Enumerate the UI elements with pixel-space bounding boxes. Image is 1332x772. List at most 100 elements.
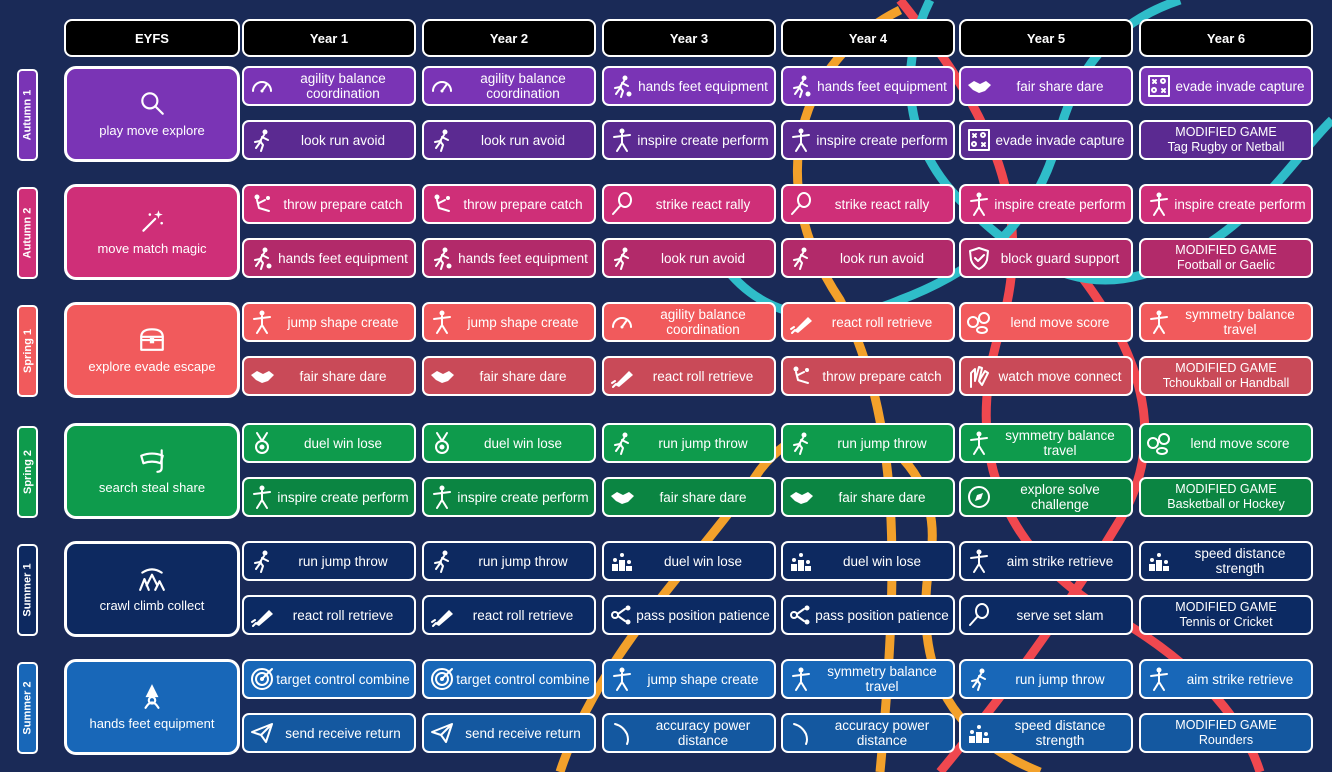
snorkel-mask-icon <box>138 446 166 474</box>
unit-card[interactable]: explore solve challenge <box>959 477 1133 517</box>
unit-card[interactable]: send receive return <box>242 713 416 753</box>
unit-card[interactable]: agility balance coordination <box>242 66 416 106</box>
unit-card[interactable]: duel win lose <box>602 541 776 581</box>
unit-card[interactable]: send receive return <box>422 713 596 753</box>
unit-label: throw prepare catch <box>822 368 942 384</box>
unit-card[interactable]: symmetry balance travel <box>1139 302 1313 342</box>
unit-card[interactable]: strike react rally <box>781 184 955 224</box>
dribbling-player-icon <box>787 72 815 100</box>
term-tab-autumn-2: Autumn 2 <box>17 187 38 279</box>
unit-card[interactable]: fair share dare <box>422 356 596 396</box>
dancer-icon <box>608 126 636 154</box>
throwing-person-icon <box>787 362 815 390</box>
unit-card[interactable]: jump shape create <box>242 302 416 342</box>
unit-card[interactable]: react roll retrieve <box>242 595 416 635</box>
dancer-icon <box>1145 190 1173 218</box>
unit-card[interactable]: run jump throw <box>242 541 416 581</box>
unit-card[interactable]: run jump throw <box>959 659 1133 699</box>
unit-card[interactable]: symmetry balance travel <box>781 659 955 699</box>
unit-card[interactable]: inspire create perform <box>242 477 416 517</box>
unit-card[interactable]: agility balance coordination <box>602 302 776 342</box>
unit-card[interactable]: accuracy power distance <box>781 713 955 753</box>
unit-card[interactable]: react roll retrieve <box>602 356 776 396</box>
unit-label: inspire create perform <box>277 489 409 505</box>
unit-card[interactable]: duel win lose <box>422 423 596 463</box>
unit-card[interactable]: serve set slam <box>959 595 1133 635</box>
eyfs-label: hands feet equipment <box>89 716 215 731</box>
unit-card[interactable]: duel win lose <box>781 541 955 581</box>
unit-card[interactable]: hands feet equipment <box>602 66 776 106</box>
unit-card[interactable]: pass position patience <box>602 595 776 635</box>
unit-card[interactable]: accuracy power distance <box>602 713 776 753</box>
unit-card[interactable]: evade invade capture <box>959 120 1133 160</box>
unit-card[interactable]: fair share dare <box>602 477 776 517</box>
unit-card[interactable]: look run avoid <box>242 120 416 160</box>
unit-card[interactable]: target control combine <box>242 659 416 699</box>
unit-card[interactable]: hands feet equipment <box>422 238 596 278</box>
unit-card[interactable]: look run avoid <box>422 120 596 160</box>
modified-game-card[interactable]: MODIFIED GAME Tennis or Cricket <box>1139 595 1313 635</box>
unit-card[interactable]: look run avoid <box>602 238 776 278</box>
modified-game-card[interactable]: MODIFIED GAME Rounders <box>1139 713 1313 753</box>
unit-card[interactable]: target control combine <box>422 659 596 699</box>
jumping-person-icon <box>608 665 636 693</box>
unit-card[interactable]: aim strike retrieve <box>959 541 1133 581</box>
unit-card[interactable]: inspire create perform <box>781 120 955 160</box>
unit-card[interactable]: run jump throw <box>602 423 776 463</box>
unit-card[interactable]: agility balance coordination <box>422 66 596 106</box>
unit-card[interactable]: jump shape create <box>602 659 776 699</box>
unit-label: fair share dare <box>1016 78 1104 94</box>
racket-icon <box>965 601 993 629</box>
unit-card[interactable]: duel win lose <box>242 423 416 463</box>
modified-game-card[interactable]: MODIFIED GAME Tag Rugby or Netball <box>1139 120 1313 160</box>
unit-card[interactable]: strike react rally <box>602 184 776 224</box>
modified-game-card[interactable]: MODIFIED GAME Tchoukball or Handball <box>1139 356 1313 396</box>
unit-card[interactable]: throw prepare catch <box>242 184 416 224</box>
unit-card[interactable]: hands feet equipment <box>781 66 955 106</box>
boomerang-icon <box>787 719 815 747</box>
unit-card[interactable]: react roll retrieve <box>781 302 955 342</box>
target-icon <box>428 665 456 693</box>
term-tab-summer-1: Summer 1 <box>17 544 38 636</box>
unit-label: react roll retrieve <box>831 314 933 330</box>
unit-card[interactable]: pass position patience <box>781 595 955 635</box>
unit-card[interactable]: symmetry balance travel <box>959 423 1133 463</box>
unit-card[interactable]: jump shape create <box>422 302 596 342</box>
unit-card[interactable]: inspire create perform <box>602 120 776 160</box>
unit-card[interactable]: throw prepare catch <box>781 356 955 396</box>
dribbling-player-icon <box>608 72 636 100</box>
term-label: Summer 1 <box>21 563 34 617</box>
modified-game-card[interactable]: MODIFIED GAME Football or Gaelic <box>1139 238 1313 278</box>
unit-label: send receive return <box>285 725 401 741</box>
unit-card[interactable]: lend move score <box>1139 423 1313 463</box>
unit-card[interactable]: look run avoid <box>781 238 955 278</box>
unit-card[interactable]: inspire create perform <box>959 184 1133 224</box>
dribbling-player-icon <box>248 244 276 272</box>
unit-card[interactable]: fair share dare <box>781 477 955 517</box>
unit-card[interactable]: lend move score <box>959 302 1133 342</box>
unit-card[interactable]: inspire create perform <box>422 477 596 517</box>
unit-card[interactable]: react roll retrieve <box>422 595 596 635</box>
unit-label: accuracy power distance <box>655 718 751 748</box>
unit-card[interactable]: fair share dare <box>959 66 1133 106</box>
unit-card[interactable]: fair share dare <box>242 356 416 396</box>
unit-card[interactable]: throw prepare catch <box>422 184 596 224</box>
unit-label: symmetry balance travel <box>827 664 937 694</box>
unit-card[interactable]: inspire create perform <box>1139 184 1313 224</box>
unit-card[interactable]: run jump throw <box>422 541 596 581</box>
unit-card[interactable]: run jump throw <box>781 423 955 463</box>
unit-card[interactable]: speed distance strength <box>959 713 1133 753</box>
unit-card[interactable]: evade invade capture <box>1139 66 1313 106</box>
unit-card[interactable]: watch move connect <box>959 356 1133 396</box>
unit-card[interactable]: speed distance strength <box>1139 541 1313 581</box>
podium-icon <box>787 547 815 575</box>
modified-game-card[interactable]: MODIFIED GAME Basketball or Hockey <box>1139 477 1313 517</box>
dribbling-player-icon <box>428 244 456 272</box>
unit-card[interactable]: aim strike retrieve <box>1139 659 1313 699</box>
eyfs-label: move match magic <box>97 241 207 256</box>
throwing-person-icon <box>248 190 276 218</box>
unit-card[interactable]: block guard support <box>959 238 1133 278</box>
unit-card[interactable]: hands feet equipment <box>242 238 416 278</box>
crouching-runner-icon <box>965 665 993 693</box>
unit-label: hands feet equipment <box>817 78 947 94</box>
